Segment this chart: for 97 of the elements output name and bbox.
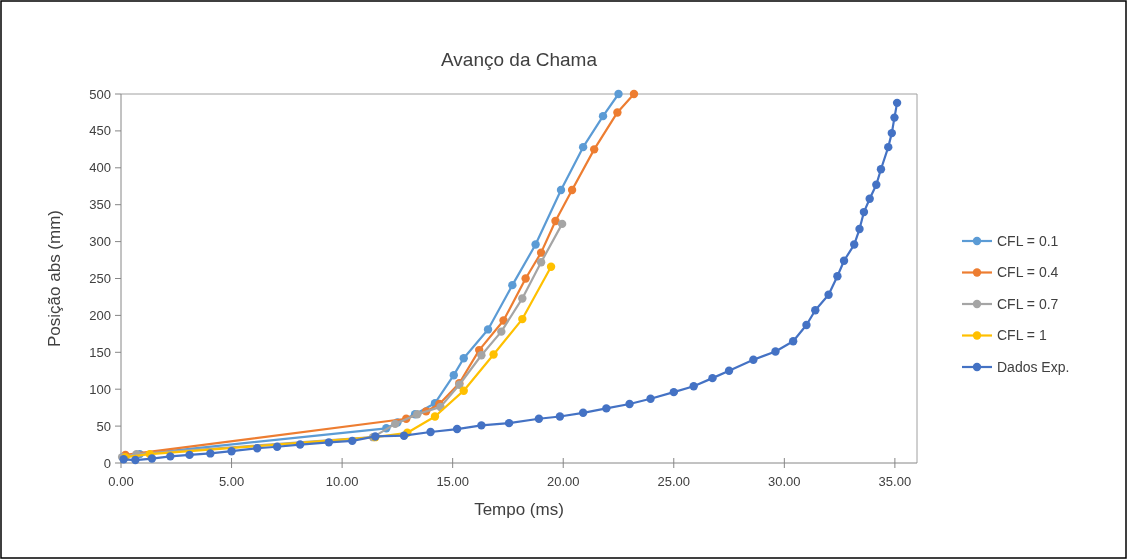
point [788, 337, 798, 346]
x-tick-label: 25.00 [657, 474, 691, 489]
point [555, 412, 565, 421]
x-tick-label: 10.00 [325, 474, 359, 489]
point [477, 351, 486, 360]
point [477, 421, 486, 430]
point [546, 262, 556, 271]
point [534, 414, 544, 423]
point [536, 258, 546, 267]
x-tick-label: 30.00 [768, 474, 801, 489]
point [531, 240, 540, 249]
x-axis-title: Tempo (ms) [474, 500, 564, 519]
point [459, 386, 468, 395]
point [536, 248, 546, 257]
point [131, 455, 140, 465]
point [625, 399, 634, 409]
point [602, 404, 611, 413]
point [147, 454, 157, 463]
point [567, 185, 577, 195]
point [166, 452, 175, 461]
point [872, 180, 881, 189]
y-tick-label: 150 [89, 344, 111, 360]
point [556, 185, 566, 195]
point [708, 373, 717, 383]
y-tick-label: 200 [89, 307, 111, 323]
y-tick-label: 350 [89, 197, 111, 213]
point [749, 355, 758, 364]
point [876, 165, 886, 174]
point [578, 142, 588, 152]
x-tick-label: 15.00 [436, 474, 469, 489]
y-tick-label: 100 [89, 381, 111, 397]
legend-label: CFL = 0.4 [997, 264, 1059, 281]
point [185, 450, 194, 460]
point [504, 418, 514, 428]
point [557, 219, 567, 229]
point [518, 294, 527, 303]
point [824, 290, 833, 299]
point [811, 306, 820, 315]
y-tick-label: 0 [103, 455, 111, 471]
point [430, 412, 440, 421]
point [578, 408, 588, 418]
point [771, 347, 780, 356]
point [850, 240, 859, 249]
y-tick-label: 50 [96, 418, 111, 434]
y-axis-title: Posição abs (mm) [45, 210, 64, 347]
point [449, 370, 458, 380]
y-tick-label: 500 [89, 86, 111, 102]
point [589, 145, 599, 154]
x-tick-label: 35.00 [878, 474, 912, 489]
point [324, 438, 334, 447]
point [839, 256, 849, 265]
point [613, 108, 622, 117]
point [884, 142, 893, 152]
point [348, 436, 357, 446]
point [614, 89, 623, 99]
x-tick-label: 5.00 [218, 474, 245, 489]
point [227, 447, 236, 456]
point [669, 387, 678, 397]
point [459, 354, 468, 363]
point [489, 350, 498, 359]
point [859, 207, 869, 217]
point [551, 216, 560, 226]
legend-label: Dados Exp. [997, 358, 1070, 375]
point [646, 394, 655, 403]
point [295, 440, 305, 449]
point [802, 320, 811, 330]
point [629, 89, 639, 99]
point [887, 128, 896, 138]
point [724, 366, 734, 375]
point [426, 427, 435, 437]
point [598, 111, 608, 121]
point [253, 444, 262, 453]
point [508, 280, 517, 290]
legend-label: CFL = 0.1 [997, 232, 1059, 249]
point [865, 194, 874, 203]
point [206, 449, 215, 458]
y-tick-label: 450 [89, 123, 111, 139]
point [892, 98, 902, 108]
point [689, 382, 698, 391]
point [497, 327, 506, 336]
chart-title: Avanço da Chama [441, 49, 598, 70]
y-tick-label: 400 [89, 160, 111, 176]
point [272, 442, 282, 451]
legend-label: CFL = 0.7 [997, 295, 1059, 312]
point [518, 314, 527, 324]
point [833, 272, 842, 281]
point [521, 274, 530, 283]
point [890, 113, 899, 122]
point [399, 431, 409, 440]
point [483, 325, 493, 334]
y-tick-label: 250 [89, 271, 111, 287]
x-tick-label: 0.00 [108, 474, 134, 489]
point [855, 224, 864, 234]
point [452, 424, 462, 434]
x-tick-label: 20.00 [546, 474, 580, 489]
y-tick-label: 300 [89, 234, 111, 250]
legend-label: CFL = 1 [997, 327, 1047, 344]
